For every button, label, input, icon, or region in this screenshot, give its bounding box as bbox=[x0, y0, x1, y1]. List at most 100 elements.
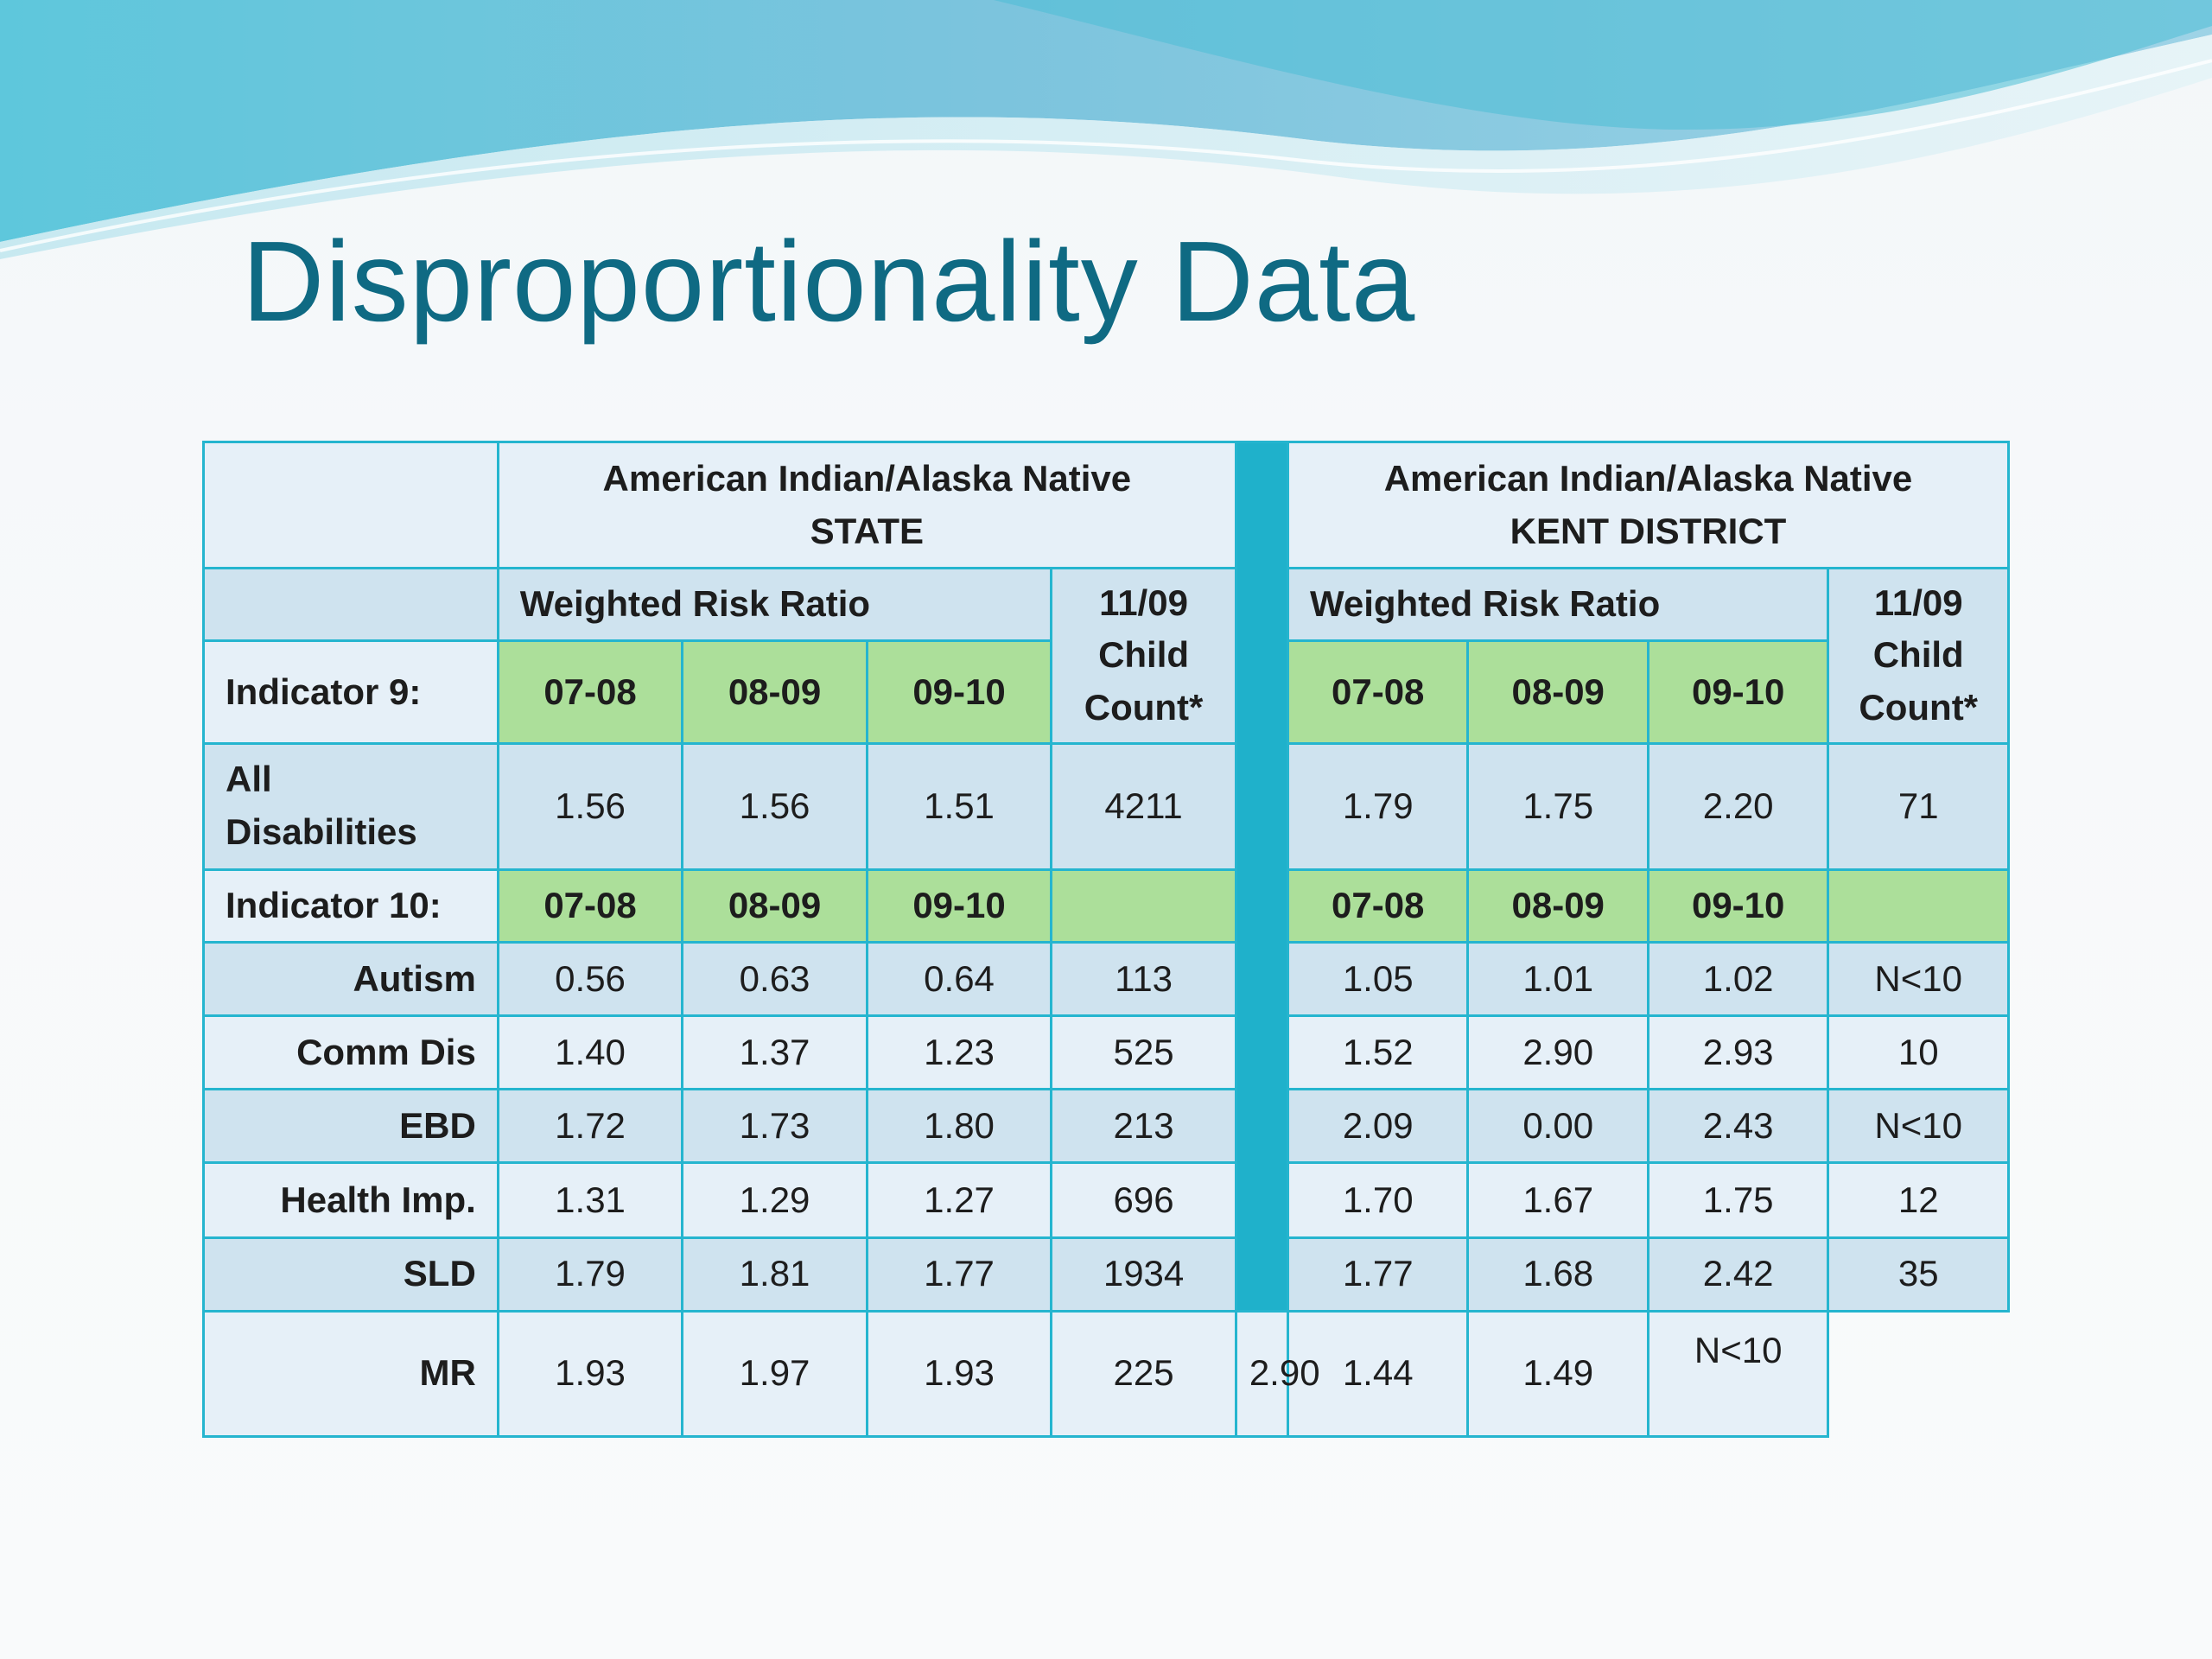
row-label: SLD bbox=[202, 1236, 499, 1313]
row-label: Comm Dis bbox=[202, 1014, 499, 1091]
year-header: 08-09 bbox=[681, 639, 868, 745]
state-group-header: American Indian/Alaska Native STATE bbox=[496, 440, 1237, 570]
table-cell: 1.75 bbox=[1466, 741, 1649, 871]
table-cell: 1.81 bbox=[681, 1236, 868, 1313]
count-header-line3: Count* bbox=[1084, 687, 1204, 728]
indicator9-label: Indicator 9: bbox=[202, 639, 499, 745]
count-header-line2: Child bbox=[1872, 634, 1964, 676]
table-cell: 1.02 bbox=[1646, 940, 1830, 1018]
page-title: Disproportionality Data bbox=[242, 218, 1416, 345]
table-cell: 1.67 bbox=[1466, 1161, 1649, 1239]
row-label: Autism bbox=[202, 940, 499, 1018]
count-header-line3: Count* bbox=[1859, 687, 1979, 728]
table-cell: 1.80 bbox=[865, 1088, 1053, 1165]
year-header: 07-08 bbox=[1286, 868, 1470, 944]
year-header: 08-09 bbox=[1466, 868, 1649, 944]
group-header-row: American Indian/Alaska Native STATE Amer… bbox=[202, 440, 2011, 1313]
table-cell: 35 bbox=[1827, 1236, 2010, 1313]
table-cell: 10 bbox=[1827, 1014, 2010, 1091]
row-label: EBD bbox=[202, 1088, 499, 1165]
table-cell: 2.93 bbox=[1646, 1014, 1830, 1091]
year-header: 09-10 bbox=[1646, 639, 1830, 745]
table-row: Autism 0.56 0.63 0.64 113 1.05 1.01 1.02… bbox=[202, 940, 2010, 1018]
table-cell: 696 bbox=[1050, 1161, 1237, 1239]
table-cell: 113 bbox=[1050, 940, 1237, 1018]
table-cell: 213 bbox=[1050, 1088, 1237, 1165]
row-label: All Disabilities bbox=[202, 741, 499, 871]
table-cell: 2.90 bbox=[1234, 1309, 1320, 1439]
district-child-count-header: 11/09 Child Count* bbox=[1827, 567, 2010, 745]
blank-header-cell bbox=[1827, 868, 2010, 944]
table-cell: 1.56 bbox=[496, 741, 684, 871]
table-row: SLD 1.79 1.81 1.77 1934 1.77 1.68 2.42 3… bbox=[202, 1236, 2010, 1313]
count-header-line1: 11/09 bbox=[1873, 582, 1963, 623]
table-row: EBD 1.72 1.73 1.80 213 2.09 0.00 2.43 N<… bbox=[202, 1088, 2010, 1165]
table-cell: 1.77 bbox=[865, 1236, 1053, 1313]
state-group-line1: American Indian/Alaska Native bbox=[602, 457, 1132, 499]
year-header: 08-09 bbox=[1466, 639, 1649, 745]
corner-cell bbox=[202, 440, 499, 570]
table-cell: 1.52 bbox=[1286, 1014, 1470, 1091]
state-wrr-header: Weighted Risk Ratio bbox=[496, 567, 1053, 643]
table-cell: 1.73 bbox=[681, 1088, 868, 1165]
table-cell: 1.05 bbox=[1286, 940, 1470, 1018]
table-cell: 1.68 bbox=[1466, 1236, 1649, 1313]
table-separator bbox=[1234, 441, 1289, 1313]
table-cell: N<10 bbox=[1646, 1309, 1830, 1439]
table-cell: 1934 bbox=[1050, 1236, 1237, 1313]
table-cell: 1.72 bbox=[496, 1088, 684, 1165]
table-cell: 225 bbox=[1050, 1309, 1237, 1439]
state-group-line2: STATE bbox=[810, 510, 925, 551]
table-cell: 1.27 bbox=[865, 1161, 1053, 1239]
district-wrr-header: Weighted Risk Ratio bbox=[1286, 567, 1830, 643]
indicator10-label: Indicator 10: bbox=[202, 868, 499, 944]
table-cell: 2.09 bbox=[1286, 1088, 1470, 1165]
table-cell: 1.49 bbox=[1466, 1309, 1649, 1439]
table-cell: 2.43 bbox=[1646, 1088, 1830, 1165]
count-header-line1: 11/09 bbox=[1099, 582, 1188, 623]
row-label: MR bbox=[202, 1309, 499, 1439]
table-cell: 1.31 bbox=[496, 1161, 684, 1239]
table-cell: 71 bbox=[1827, 741, 2010, 871]
year-header: 07-08 bbox=[496, 868, 684, 944]
year-header: 09-10 bbox=[865, 868, 1053, 944]
indicator9-year-row: Indicator 9: 07-08 08-09 09-10 07-08 08-… bbox=[202, 639, 2009, 745]
table-cell: 4211 bbox=[1050, 741, 1237, 871]
year-header: 09-10 bbox=[865, 639, 1053, 745]
table-cell: 1.79 bbox=[496, 1236, 684, 1313]
table-cell: 1.93 bbox=[865, 1309, 1053, 1439]
table-cell: 1.37 bbox=[681, 1014, 868, 1091]
table-cell: 0.56 bbox=[496, 940, 684, 1018]
table-cell: 1.40 bbox=[496, 1014, 684, 1091]
table-cell: 1.97 bbox=[681, 1309, 868, 1439]
table-cell: 12 bbox=[1827, 1161, 2010, 1239]
table-cell: 2.42 bbox=[1646, 1236, 1830, 1313]
row-label-line2: Disabilities bbox=[226, 811, 417, 853]
table-cell: 1.23 bbox=[865, 1014, 1053, 1091]
table-cell: 1.70 bbox=[1286, 1161, 1470, 1239]
decorative-wave-header bbox=[0, 0, 2212, 259]
table-row: All Disabilities 1.56 1.56 1.51 4211 1.7… bbox=[202, 741, 2010, 871]
indicator10-year-row: Indicator 10: 07-08 08-09 09-10 07-08 08… bbox=[202, 868, 2010, 944]
table-row: Health Imp. 1.31 1.29 1.27 696 1.70 1.67… bbox=[202, 1161, 2010, 1239]
table-cell: N<10 bbox=[1827, 1088, 2010, 1165]
table-row: MR 1.93 1.97 1.93 225 2.90 1.44 1.49 N<1… bbox=[202, 1309, 2009, 1439]
district-group-line2: KENT DISTRICT bbox=[1510, 510, 1787, 551]
year-header: 07-08 bbox=[1286, 639, 1470, 745]
table-cell: 0.63 bbox=[681, 940, 868, 1018]
table-cell: 1.51 bbox=[865, 741, 1053, 871]
table-cell: 1.93 bbox=[496, 1309, 684, 1439]
table-cell: 1.77 bbox=[1286, 1236, 1470, 1313]
disproportionality-table: American Indian/Alaska Native STATE Amer… bbox=[202, 440, 2011, 1439]
year-header: 09-10 bbox=[1646, 868, 1830, 944]
table-cell: 1.75 bbox=[1646, 1161, 1830, 1239]
table-cell: 0.00 bbox=[1466, 1088, 1649, 1165]
district-group-header: American Indian/Alaska Native KENT DISTR… bbox=[1286, 440, 2011, 570]
table-cell: 2.90 bbox=[1466, 1014, 1649, 1091]
table-cell: 1.56 bbox=[681, 741, 868, 871]
row-label-line1: All bbox=[226, 759, 272, 800]
table-cell: N<10 bbox=[1827, 940, 2010, 1018]
count-header-line2: Child bbox=[1098, 634, 1190, 676]
table-cell: 1.01 bbox=[1466, 940, 1649, 1018]
